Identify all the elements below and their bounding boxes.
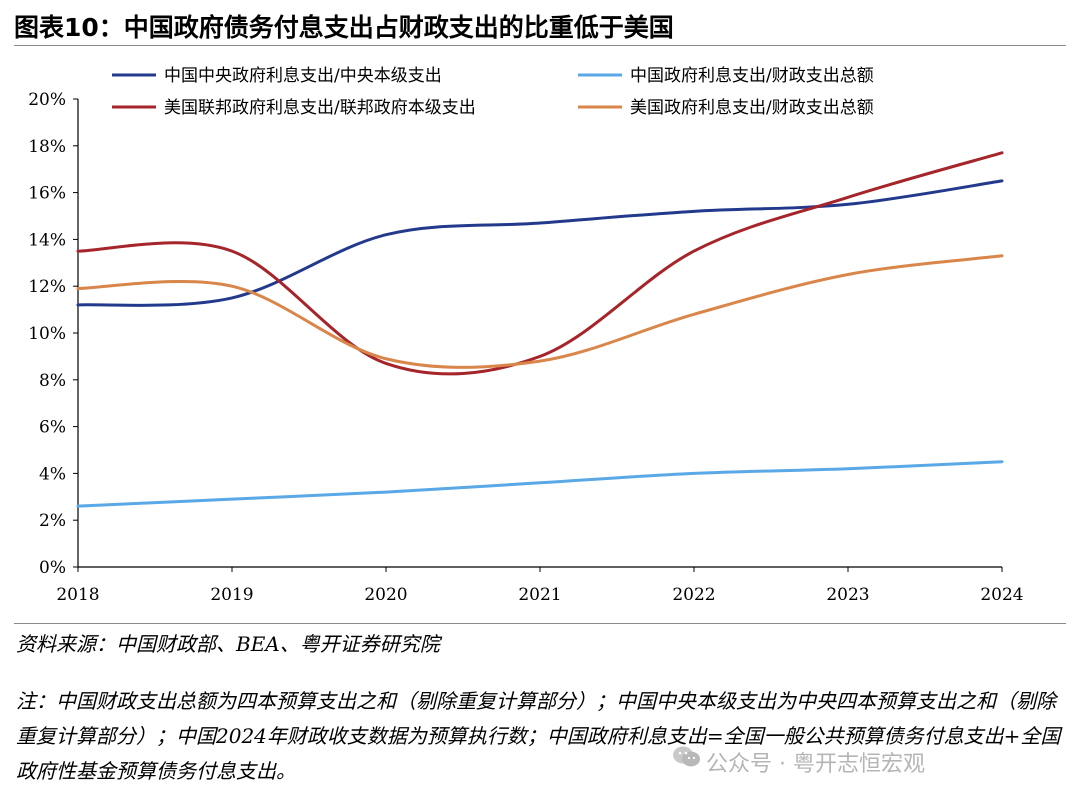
series-line-4 [76, 254, 1004, 369]
y-tick-label: 16% [28, 184, 66, 204]
x-tick-label: 2020 [364, 585, 407, 605]
y-axis-ticks: 0% 2% 4% 6% 8% 10% 12% 14% 16% 18% 20% [28, 90, 78, 578]
x-tick-label: 2018 [56, 585, 99, 605]
legend-label-2: 中国政府利息支出/财政支出总额 [630, 66, 874, 86]
y-tick-label: 20% [28, 90, 66, 110]
y-tick-label: 14% [28, 230, 66, 250]
chart-title: 图表10：中国政府债务付息支出占财政支出的比重低于美国 [14, 13, 674, 42]
y-tick-label: 6% [39, 418, 66, 438]
x-tick-label: 2023 [826, 585, 869, 605]
y-tick-label: 12% [28, 277, 66, 297]
series-line-1 [76, 179, 1004, 307]
legend-label-4: 美国政府利息支出/财政支出总额 [630, 98, 874, 118]
wechat-icon [673, 746, 700, 767]
x-tick-label: 2019 [210, 585, 253, 605]
chart-axes [77, 99, 1002, 568]
series-line-3 [76, 151, 1004, 376]
legend-label-3: 美国联邦政府利息支出/联邦政府本级支出 [164, 98, 476, 118]
series-lines [76, 151, 1004, 508]
y-tick-label: 8% [39, 371, 66, 391]
line-chart: 0% 2% 4% 6% 8% 10% 12% 14% 16% 18% 20% 2018 2019 202… [28, 66, 1024, 605]
y-tick-label: 10% [28, 324, 66, 344]
legend-label-1: 中国中央政府利息支出/中央本级支出 [164, 66, 442, 86]
source-divider [14, 623, 1066, 624]
watermark: 公众号 · 粤开志恒宏观 [706, 752, 925, 777]
x-tick-label: 2021 [518, 585, 561, 605]
series-line-2 [76, 460, 1004, 508]
footnote: 注：中国财政支出总额为四本预算支出之和（剔除重复计算部分）；中国中央本级支出为中… [16, 689, 1061, 783]
source-note: 资料来源：中国财政部、BEA、粤开证券研究院 [16, 632, 440, 656]
y-tick-label: 0% [39, 558, 66, 578]
x-tick-label: 2022 [672, 585, 715, 605]
x-axis-ticks: 2018 2019 2020 2021 2022 2023 2024 [56, 567, 1024, 605]
chart-legend: 中国中央政府利息支出/中央本级支出 中国政府利息支出/财政支出总额美国联邦政府利息… [112, 66, 874, 118]
title-divider [14, 45, 1066, 46]
y-tick-label: 4% [39, 464, 66, 484]
y-tick-label: 18% [28, 137, 66, 157]
y-tick-label: 2% [39, 511, 66, 531]
x-tick-label: 2024 [980, 585, 1023, 605]
